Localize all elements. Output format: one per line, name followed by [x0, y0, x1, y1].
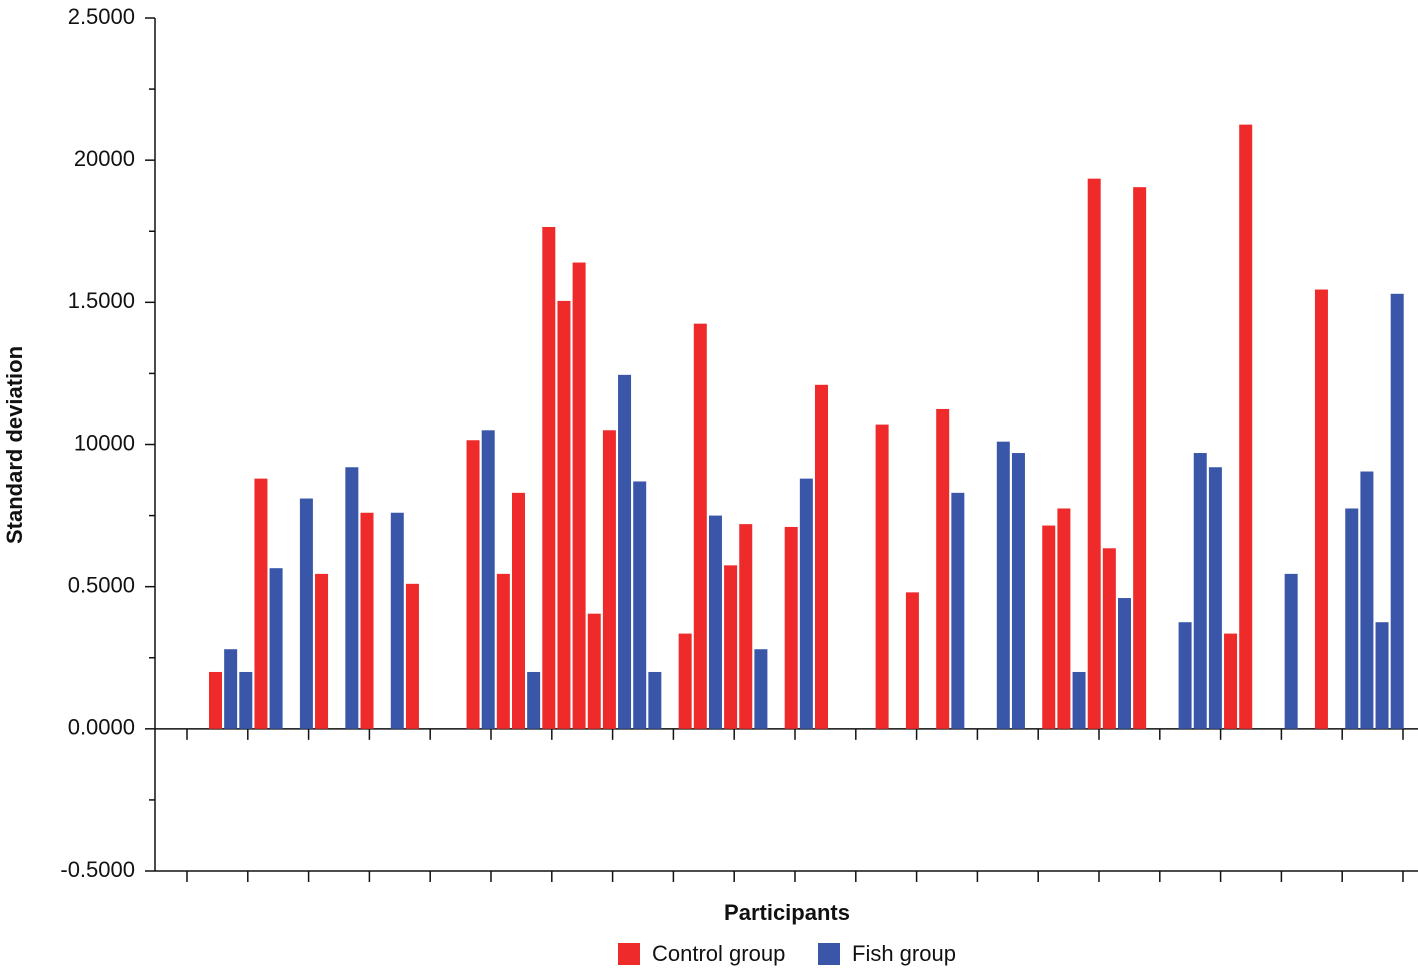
y-tick-label: 20000: [74, 146, 135, 171]
y-tick-label: -0.5000: [60, 857, 135, 882]
x-axis-title: Participants: [724, 900, 850, 925]
bar: [996, 441, 1010, 729]
bar: [633, 481, 647, 729]
y-tick-label: 10000: [74, 430, 135, 455]
bar: [1345, 508, 1359, 729]
bar: [754, 649, 768, 729]
bar: [390, 512, 404, 729]
bar: [360, 512, 374, 729]
bar: [527, 671, 541, 729]
legend-label: Fish group: [852, 941, 956, 966]
bar: [936, 408, 950, 729]
bar: [1314, 289, 1328, 729]
bar: [512, 492, 525, 729]
bar: [693, 323, 707, 729]
bar: [739, 524, 753, 729]
bar: [1193, 453, 1207, 729]
bar: [1239, 124, 1253, 729]
bar: [1042, 525, 1056, 729]
bar: [951, 492, 965, 729]
bar: [618, 374, 632, 729]
bar: [905, 592, 919, 729]
bar: [1102, 548, 1116, 729]
y-axis-title: Standard deviation: [2, 346, 27, 544]
y-tick-label: 0.0000: [68, 715, 135, 740]
bar: [1118, 598, 1131, 729]
bar: [724, 565, 738, 729]
bar: [254, 478, 268, 729]
bar: [466, 440, 480, 729]
bar: [1178, 622, 1192, 729]
bar: [299, 498, 313, 729]
bar: [1390, 293, 1404, 729]
bar: [315, 573, 329, 729]
bar: [587, 613, 601, 729]
bar: [1057, 508, 1071, 729]
bar: [1284, 573, 1298, 729]
bar: [708, 515, 722, 729]
bar: [572, 262, 586, 729]
legend-swatch: [618, 943, 640, 965]
bar: [1087, 178, 1101, 729]
bar: [481, 430, 495, 729]
y-tick-label: 0.5000: [68, 572, 135, 597]
bar: [239, 671, 253, 729]
bar: [1375, 622, 1389, 729]
bar: [1133, 187, 1147, 729]
bar: [678, 633, 692, 729]
legend-label: Control group: [652, 941, 785, 966]
bar: [1072, 671, 1086, 729]
bar: [602, 430, 616, 729]
bar: [405, 583, 419, 729]
legend-swatch: [818, 943, 840, 965]
y-tick-label: 2.5000: [68, 4, 135, 29]
bar: [209, 671, 222, 729]
bar: [799, 478, 813, 729]
bar: [345, 467, 359, 729]
bar: [1011, 453, 1025, 729]
bar: [1208, 467, 1222, 729]
bar: [648, 671, 662, 729]
bar: [542, 226, 556, 729]
bar: [224, 649, 238, 729]
y-tick-label: 1.5000: [68, 288, 135, 313]
bar: [815, 384, 828, 729]
bar: [496, 573, 510, 729]
bar: [784, 526, 798, 729]
bar: [557, 300, 571, 729]
bar: [1360, 471, 1374, 729]
bar: [269, 568, 283, 729]
bar: [875, 424, 889, 729]
bar: [1224, 633, 1238, 729]
